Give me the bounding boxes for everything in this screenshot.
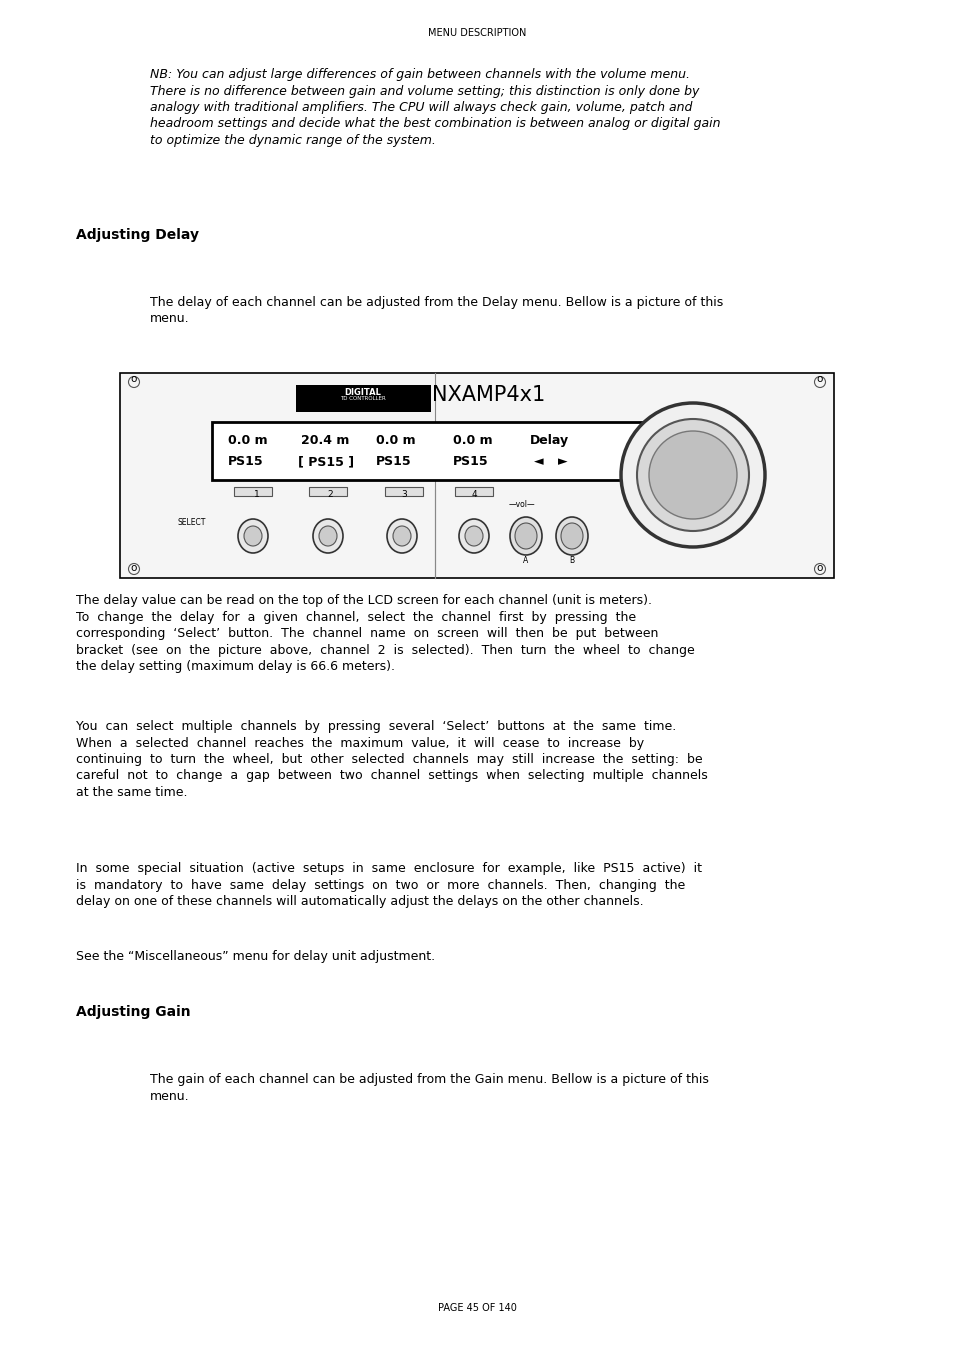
Ellipse shape	[510, 517, 541, 555]
Text: continuing  to  turn  the  wheel,  but  other  selected  channels  may  still  i: continuing to turn the wheel, but other …	[76, 753, 702, 766]
Text: is  mandatory  to  have  same  delay  settings  on  two  or  more  channels.  Th: is mandatory to have same delay settings…	[76, 878, 684, 892]
Text: 0.0 m: 0.0 m	[453, 434, 492, 447]
Text: B: B	[569, 557, 574, 565]
Text: 2: 2	[327, 490, 333, 499]
Text: TD CONTROLLER: TD CONTROLLER	[340, 396, 385, 401]
Circle shape	[814, 563, 824, 574]
Text: NXAMP4x1: NXAMP4x1	[432, 385, 545, 405]
Text: 3: 3	[400, 490, 406, 499]
Ellipse shape	[556, 517, 587, 555]
Text: NB: You can adjust large differences of gain between channels with the volume me: NB: You can adjust large differences of …	[150, 68, 689, 81]
Text: See the “Miscellaneous” menu for delay unit adjustment.: See the “Miscellaneous” menu for delay u…	[76, 950, 435, 963]
Bar	[233, 486, 272, 496]
Text: Delay: Delay	[530, 434, 569, 447]
Text: PS15: PS15	[228, 455, 263, 467]
Text: A: A	[523, 557, 528, 565]
Text: careful  not  to  change  a  gap  between  two  channel  settings  when  selecti: careful not to change a gap between two …	[76, 770, 707, 782]
Text: o: o	[131, 562, 137, 573]
Text: 0.0 m: 0.0 m	[228, 434, 268, 447]
Text: PS15: PS15	[375, 455, 411, 467]
Circle shape	[637, 419, 748, 531]
Text: You  can  select  multiple  channels  by  pressing  several  ‘Select’  buttons  : You can select multiple channels by pres…	[76, 720, 676, 734]
Circle shape	[648, 431, 737, 519]
Text: DIGITAL: DIGITAL	[344, 388, 381, 397]
Text: 20.4 m: 20.4 m	[301, 434, 349, 447]
Text: SELECT: SELECT	[177, 517, 206, 527]
FancyBboxPatch shape	[120, 373, 833, 578]
Bar	[309, 486, 347, 496]
Text: analogy with traditional amplifiers. The CPU will always check gain, volume, pat: analogy with traditional amplifiers. The…	[150, 101, 692, 113]
Text: at the same time.: at the same time.	[76, 786, 188, 798]
Text: When  a  selected  channel  reaches  the  maximum  value,  it  will  cease  to  : When a selected channel reaches the maxi…	[76, 736, 643, 750]
Text: —vol—: —vol—	[508, 500, 535, 509]
Bar	[455, 486, 493, 496]
Text: MENU DESCRIPTION: MENU DESCRIPTION	[427, 28, 526, 38]
FancyBboxPatch shape	[212, 422, 700, 480]
Ellipse shape	[458, 519, 489, 553]
Text: ◄: ◄	[534, 455, 543, 467]
Ellipse shape	[318, 526, 336, 546]
Text: ►: ►	[558, 455, 567, 467]
Ellipse shape	[393, 526, 411, 546]
Text: There is no difference between gain and volume setting; this distinction is only: There is no difference between gain and …	[150, 85, 699, 97]
Text: corresponding  ‘Select’  button.  The  channel  name  on  screen  will  then  be: corresponding ‘Select’ button. The chann…	[76, 627, 658, 640]
Ellipse shape	[313, 519, 343, 553]
Text: PAGE 45 OF 140: PAGE 45 OF 140	[437, 1302, 516, 1313]
Text: The delay value can be read on the top of the LCD screen for each channel (unit : The delay value can be read on the top o…	[76, 594, 651, 607]
Text: 0.0 m: 0.0 m	[375, 434, 416, 447]
Text: The delay of each channel can be adjusted from the Delay menu. Bellow is a pictu: The delay of each channel can be adjuste…	[150, 296, 722, 309]
Text: 4: 4	[471, 490, 476, 499]
Text: Adjusting Gain: Adjusting Gain	[76, 1005, 191, 1019]
Text: menu.: menu.	[150, 312, 190, 326]
FancyBboxPatch shape	[295, 385, 431, 412]
Ellipse shape	[387, 519, 416, 553]
Circle shape	[814, 377, 824, 388]
Text: [ PS15 ]: [ PS15 ]	[297, 455, 354, 467]
Text: o: o	[816, 562, 822, 573]
Bar	[385, 486, 422, 496]
Text: PS15: PS15	[453, 455, 488, 467]
Ellipse shape	[560, 523, 582, 549]
Text: o: o	[131, 374, 137, 384]
Text: To  change  the  delay  for  a  given  channel,  select  the  channel  first  by: To change the delay for a given channel,…	[76, 611, 636, 624]
Text: delay on one of these channels will automatically adjust the delays on the other: delay on one of these channels will auto…	[76, 894, 643, 908]
Text: o: o	[816, 374, 822, 384]
Ellipse shape	[515, 523, 537, 549]
Circle shape	[129, 563, 139, 574]
Text: 1: 1	[253, 490, 259, 499]
Text: menu.: menu.	[150, 1089, 190, 1102]
Ellipse shape	[237, 519, 268, 553]
Text: In  some  special  situation  (active  setups  in  same  enclosure  for  example: In some special situation (active setups…	[76, 862, 701, 875]
Text: to optimize the dynamic range of the system.: to optimize the dynamic range of the sys…	[150, 134, 436, 147]
Text: bracket  (see  on  the  picture  above,  channel  2  is  selected).  Then  turn : bracket (see on the picture above, chann…	[76, 643, 694, 657]
Ellipse shape	[244, 526, 262, 546]
Text: the delay setting (maximum delay is 66.6 meters).: the delay setting (maximum delay is 66.6…	[76, 661, 395, 673]
Text: Adjusting Delay: Adjusting Delay	[76, 228, 199, 242]
Circle shape	[129, 377, 139, 388]
Text: The gain of each channel can be adjusted from the Gain menu. Bellow is a picture: The gain of each channel can be adjusted…	[150, 1073, 708, 1086]
Text: headroom settings and decide what the best combination is between analog or digi: headroom settings and decide what the be…	[150, 118, 720, 131]
Circle shape	[620, 403, 764, 547]
Ellipse shape	[464, 526, 482, 546]
